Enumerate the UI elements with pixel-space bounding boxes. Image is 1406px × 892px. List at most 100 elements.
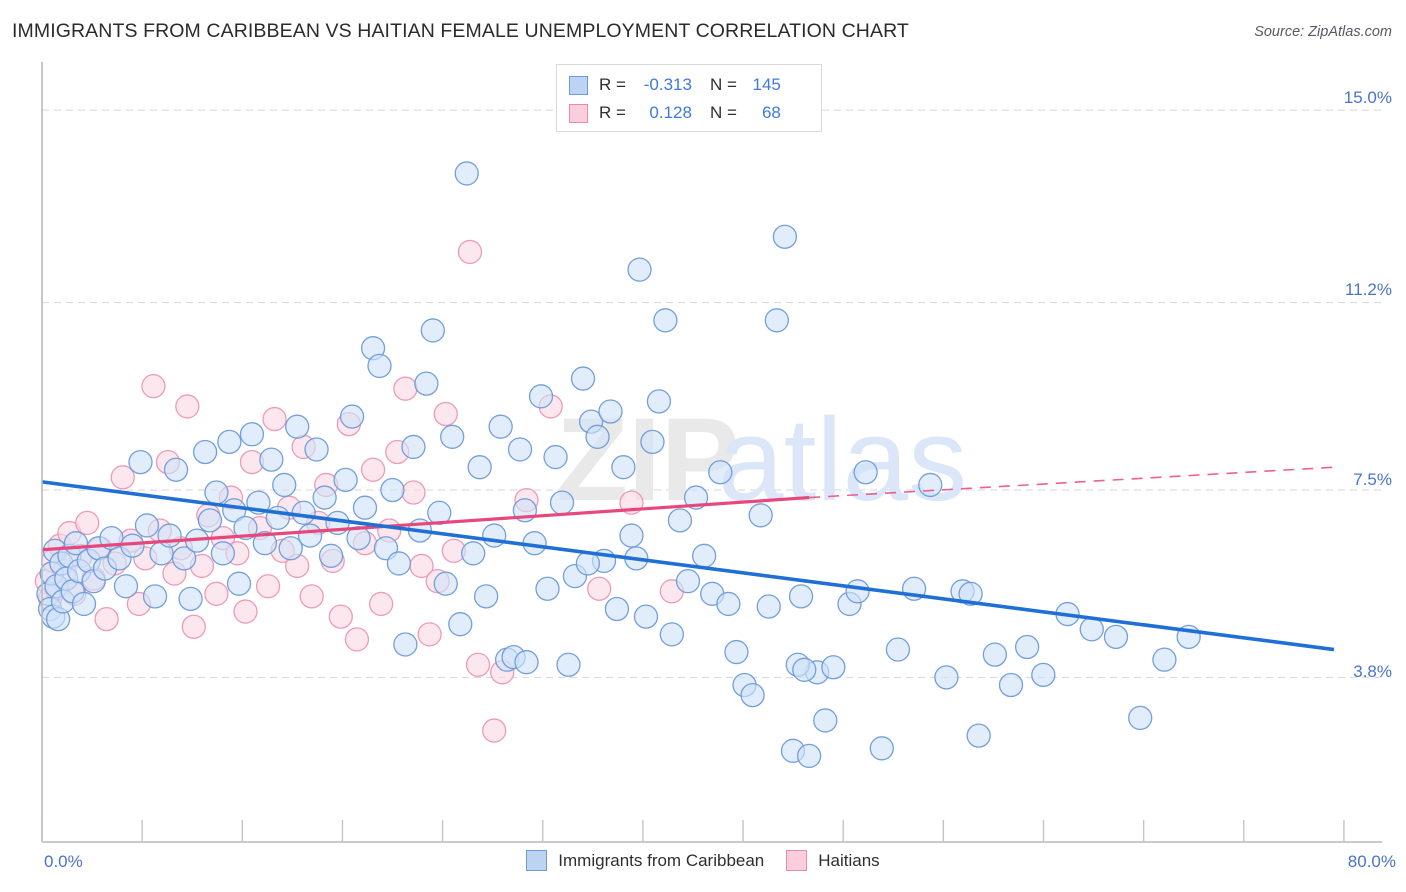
data-point [210, 541, 236, 566]
y-tick-label-3: 3.8% [1353, 662, 1392, 681]
legend-label-caribbean: Immigrants from Caribbean [558, 850, 765, 870]
data-point [339, 404, 365, 429]
data-point [393, 632, 418, 657]
data-point [659, 622, 684, 647]
data-point [433, 401, 458, 427]
legend-item-caribbean[interactable]: Immigrants from Caribbean [526, 850, 764, 871]
legend-item-haitians[interactable]: Haitians [786, 850, 880, 871]
data-point [233, 515, 258, 541]
data-point [473, 584, 499, 609]
data-point [368, 591, 394, 617]
data-point [171, 546, 197, 571]
data-point [998, 672, 1024, 698]
data-point [226, 571, 252, 596]
data-point [1079, 617, 1104, 642]
r-value-pink: 0.128 [649, 103, 692, 122]
data-point [653, 308, 678, 333]
data-point [259, 447, 284, 472]
data-point [401, 480, 426, 505]
data-point [853, 460, 878, 485]
data-point [297, 523, 323, 548]
data-point [488, 414, 513, 439]
data-point [549, 490, 575, 515]
data-point [748, 503, 773, 528]
source-attribution: Source: ZipAtlas.com [1254, 24, 1392, 40]
page-title: IMMIGRANTS FROM CARIBBEAN VS HAITIAN FEM… [12, 20, 909, 42]
data-point [417, 622, 442, 647]
data-point [393, 376, 418, 401]
data-point [344, 627, 370, 652]
data-point [204, 581, 229, 606]
data-point [966, 723, 991, 748]
legend-swatch-blue-icon [526, 850, 548, 871]
data-point [482, 718, 507, 743]
data-point [587, 576, 612, 601]
data-point [772, 224, 798, 249]
n-value-pink: 68 [761, 103, 781, 122]
data-point [299, 584, 324, 609]
data-point [94, 606, 119, 632]
r-value-blue: -0.313 [643, 75, 692, 94]
n-label-pink: N = [709, 103, 737, 122]
data-point [252, 531, 278, 556]
data-point [675, 569, 701, 594]
stats-row-caribbean: R = -0.313 N = 145 [569, 71, 811, 99]
x-tick-label-max: 80.0% [1347, 852, 1396, 871]
data-point [272, 472, 297, 498]
data-point [604, 596, 630, 622]
data-point [869, 736, 894, 761]
data-point [141, 374, 166, 399]
data-point [585, 424, 610, 449]
data-point [716, 591, 741, 617]
data-point [312, 485, 337, 510]
data-point [285, 414, 310, 439]
r-label-pink: R = [599, 103, 626, 122]
data-point [788, 584, 814, 609]
data-point [764, 308, 789, 333]
legend-swatch-pink-icon [786, 850, 808, 871]
data-point [318, 543, 344, 568]
y-tick-label-0: 15.0% [1343, 88, 1392, 107]
data-point [708, 460, 733, 485]
trendline-immigrants-from-caribbean [41, 480, 1335, 652]
data-point [1103, 624, 1129, 650]
correlation-stats-box: R = -0.313 N = 145 R = 0.128 N = 68 [556, 64, 822, 132]
data-point [570, 366, 596, 391]
data-point [1015, 634, 1040, 660]
data-point [958, 581, 983, 606]
data-point [380, 477, 405, 503]
data-point [367, 353, 392, 379]
data-point [1031, 662, 1056, 688]
data-point [204, 480, 229, 505]
trendline-haitians [41, 495, 810, 552]
data-point [467, 455, 492, 480]
data-point [813, 708, 838, 733]
data-point [756, 594, 781, 619]
data-point [646, 389, 672, 414]
data-point [128, 449, 153, 475]
n-value-blue: 145 [752, 75, 781, 94]
data-point [255, 574, 281, 599]
chart-legend: Immigrants from Caribbean Haitians [0, 850, 1406, 871]
data-point [556, 652, 581, 677]
data-point [414, 371, 439, 396]
n-label-blue: N = [709, 75, 737, 94]
data-point [420, 318, 445, 343]
data-point [360, 457, 386, 482]
data-point [448, 612, 473, 637]
data-point [482, 523, 507, 548]
data-point [110, 465, 135, 490]
r-label-blue: R = [599, 75, 626, 94]
data-point [142, 584, 168, 609]
data-point [262, 406, 287, 432]
data-point [598, 399, 623, 424]
data-point [724, 639, 749, 665]
data-point [1152, 647, 1177, 672]
data-point [113, 574, 139, 599]
data-point [386, 551, 412, 576]
data-point [157, 523, 182, 548]
data-point [217, 429, 242, 455]
data-point [278, 536, 303, 561]
data-point [440, 424, 465, 449]
